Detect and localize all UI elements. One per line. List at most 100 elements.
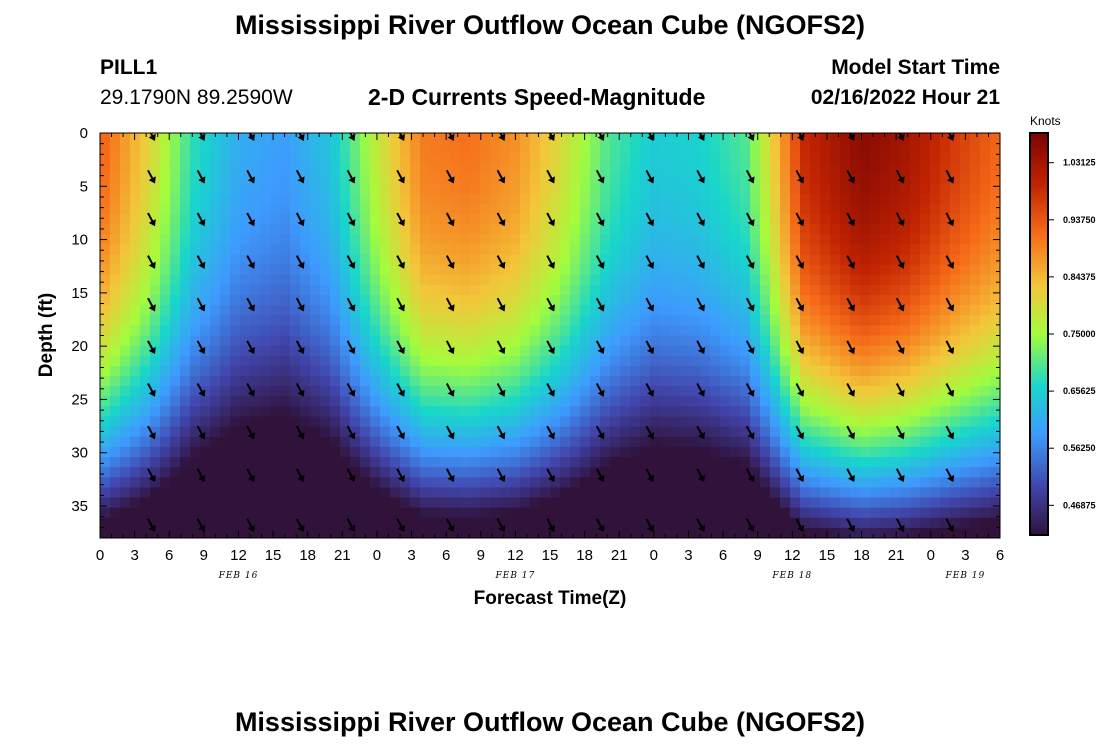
- heatmap-cell: [520, 335, 531, 347]
- heatmap-cell: [590, 193, 601, 205]
- heatmap-cell: [930, 264, 941, 276]
- heatmap-cell: [850, 376, 861, 387]
- heatmap-cell: [390, 133, 401, 144]
- heatmap-cell: [810, 527, 821, 538]
- heatmap-cell: [910, 143, 921, 154]
- x-tick-label: 0: [927, 547, 935, 564]
- heatmap-cell: [410, 133, 421, 144]
- heatmap-cell: [350, 295, 361, 306]
- heatmap-cell: [750, 305, 761, 316]
- heatmap-cell: [750, 416, 761, 428]
- heatmap-cell: [590, 436, 601, 448]
- heatmap-cell: [900, 183, 911, 195]
- heatmap-cell: [190, 203, 201, 215]
- heatmap-cell: [620, 497, 631, 509]
- current-arrow: [795, 133, 805, 141]
- heatmap-cell: [700, 396, 711, 407]
- heatmap-cell: [770, 406, 781, 418]
- heatmap-cell: [220, 133, 231, 144]
- heatmap-cell: [870, 527, 881, 538]
- heatmap-cell: [860, 163, 871, 175]
- heatmap-cell: [880, 376, 891, 387]
- heatmap-cell: [780, 386, 791, 397]
- heatmap-cell: [250, 295, 261, 306]
- heatmap-cell: [950, 224, 961, 235]
- heatmap-cell: [730, 507, 741, 519]
- heatmap-cell: [960, 214, 971, 225]
- heatmap-cell: [590, 183, 601, 195]
- heatmap-cell: [760, 203, 771, 215]
- heatmap-cell: [350, 487, 361, 499]
- heatmap-cell: [280, 193, 291, 205]
- heatmap-cell: [800, 436, 811, 448]
- heatmap-cell: [200, 193, 211, 205]
- heatmap-cell: [510, 203, 521, 215]
- heatmap-cell: [520, 295, 531, 306]
- heatmap-cell: [920, 487, 931, 499]
- current-arrow: [147, 212, 156, 227]
- heatmap-cell: [990, 193, 1000, 205]
- heatmap-cell: [630, 244, 641, 256]
- heatmap-cell: [680, 446, 691, 458]
- heatmap-cell: [460, 254, 471, 266]
- heatmap-cell: [810, 487, 821, 499]
- heatmap-cell: [130, 143, 141, 154]
- heatmap-cell: [410, 274, 421, 286]
- heatmap-cell: [180, 416, 191, 428]
- heatmap-cell: [820, 436, 831, 448]
- heatmap-cell: [130, 487, 141, 499]
- heatmap-cell: [590, 254, 601, 266]
- heatmap-cell: [140, 396, 151, 407]
- heatmap-cell: [610, 355, 621, 367]
- heatmap-cell: [820, 325, 831, 337]
- heatmap-cell: [610, 295, 621, 306]
- heatmap-cell: [270, 487, 281, 499]
- heatmap-cell: [670, 305, 681, 316]
- heatmap-cell: [550, 517, 561, 529]
- heatmap-cell: [870, 254, 881, 266]
- heatmap-cell: [240, 173, 251, 185]
- heatmap-cell: [430, 446, 441, 458]
- heatmap-cell: [690, 234, 701, 245]
- heatmap-cell: [740, 305, 751, 316]
- heatmap-cell: [410, 416, 421, 428]
- current-arrow: [846, 425, 855, 440]
- heatmap-cell: [760, 284, 771, 296]
- heatmap-cell: [650, 254, 661, 266]
- heatmap-cell: [640, 183, 651, 195]
- heatmap-cell: [900, 305, 911, 316]
- heatmap-cell: [190, 517, 201, 529]
- heatmap-cell: [270, 254, 281, 266]
- heatmap-cell: [680, 517, 691, 529]
- heatmap-cell: [240, 487, 251, 499]
- heatmap-cell: [870, 335, 881, 347]
- heatmap-cell: [240, 214, 251, 225]
- heatmap-cell: [660, 416, 671, 428]
- heatmap-cell: [940, 365, 951, 377]
- x-tick-label: 6: [719, 547, 727, 564]
- current-arrow: [945, 212, 955, 227]
- heatmap-cell: [840, 244, 851, 256]
- heatmap-cell: [930, 143, 941, 154]
- heatmap-cell: [600, 497, 611, 509]
- heatmap-cell: [810, 183, 821, 195]
- heatmap-cell: [340, 386, 351, 397]
- heatmap-cell: [700, 234, 711, 245]
- current-arrow: [745, 340, 755, 355]
- heatmap-cell: [700, 284, 711, 296]
- heatmap-cell: [570, 254, 581, 266]
- heatmap-cell: [270, 284, 281, 296]
- heatmap-cell: [200, 335, 211, 347]
- heatmap-cell: [980, 406, 991, 418]
- heatmap-cell: [940, 254, 951, 266]
- heatmap-cell: [550, 153, 561, 164]
- heatmap-cell: [190, 396, 201, 407]
- heatmap-cell: [590, 163, 601, 175]
- heatmap-cell: [830, 365, 841, 377]
- heatmap-cell: [660, 477, 671, 488]
- heatmap-cell: [110, 284, 121, 296]
- colorbar-tick-label: 0.65625: [1063, 386, 1096, 396]
- heatmap-cell: [460, 386, 471, 397]
- heatmap-cell: [440, 163, 451, 175]
- heatmap-cell: [780, 426, 791, 438]
